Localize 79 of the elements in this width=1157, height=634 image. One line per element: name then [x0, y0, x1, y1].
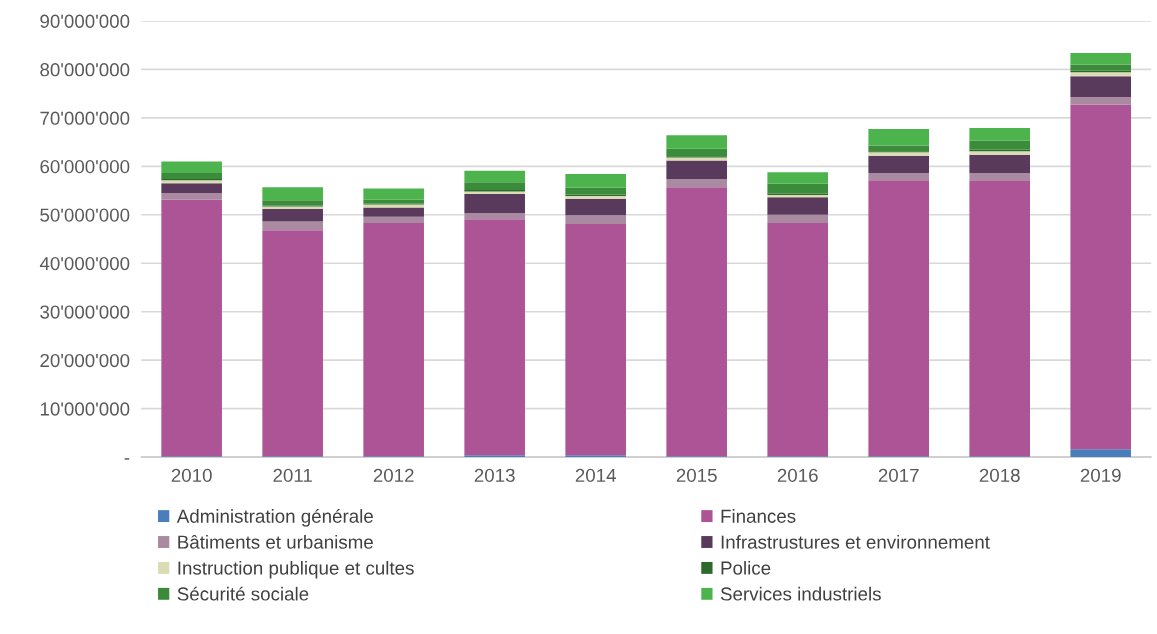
x-tick-label: 2014	[575, 468, 616, 482]
bar	[767, 172, 828, 184]
x-tick-label: 2010	[171, 468, 212, 482]
legend-label: Bâtiments et urbanisme	[178, 534, 373, 549]
bar	[666, 135, 727, 149]
y-tick-label: 70'000'000	[40, 111, 130, 125]
x-tick-label: 2016	[777, 468, 818, 482]
bar	[969, 154, 1031, 174]
bar	[161, 183, 222, 193]
bar	[868, 155, 929, 174]
x-tick-label: 2018	[979, 468, 1020, 482]
y-tick-label: 30'000'000	[40, 305, 130, 319]
bar	[161, 161, 222, 174]
legend-label: Police	[721, 560, 771, 575]
legend-label: Administration générale	[176, 508, 373, 527]
bar	[868, 145, 929, 152]
x-tick-label: 2015	[676, 468, 717, 482]
bar	[262, 187, 323, 201]
legend-label: Infrastrustures et environnement	[721, 535, 990, 549]
y-tick-label: 20'000'000	[40, 353, 130, 368]
bar	[262, 208, 323, 222]
bar	[767, 214, 828, 224]
legend-label: Services industriels	[720, 586, 881, 601]
bar	[363, 188, 424, 200]
bar	[464, 213, 525, 220]
bar	[161, 173, 222, 179]
bar	[363, 223, 424, 457]
bar	[262, 200, 323, 206]
bar	[1070, 97, 1132, 105]
bar	[363, 207, 424, 217]
bar	[1070, 72, 1132, 77]
y-tick-label: -	[124, 458, 130, 460]
bar	[969, 180, 1031, 457]
y-tick-label: 80'000'000	[40, 63, 130, 77]
legend-label: Finances	[721, 509, 796, 523]
x-tick-label: 2012	[373, 468, 414, 482]
bar	[464, 182, 525, 191]
bar	[1070, 76, 1132, 98]
bar	[1070, 449, 1132, 458]
bar	[868, 173, 929, 181]
x-tick-label: 2011	[273, 468, 312, 482]
x-tick-label: 2013	[474, 468, 515, 482]
bar	[363, 216, 424, 224]
bar	[262, 230, 323, 457]
y-tick-label: 60'000'000	[40, 160, 130, 174]
bar	[161, 199, 222, 457]
bar	[868, 129, 929, 146]
bar	[767, 183, 828, 194]
bar	[464, 193, 525, 214]
bar	[767, 223, 828, 457]
y-tick-label: 40'000'000	[39, 256, 130, 271]
bar	[464, 170, 525, 183]
bar	[969, 140, 1031, 150]
legend-label: Sécurité sociale	[177, 586, 309, 601]
bar	[363, 199, 424, 204]
bar	[969, 128, 1031, 141]
bar	[565, 174, 626, 188]
bar	[868, 180, 929, 457]
bar	[1070, 52, 1132, 65]
x-tick-label: 2017	[878, 468, 919, 482]
bar	[969, 173, 1031, 181]
bar	[565, 198, 626, 216]
y-tick-label: 90'000'000	[40, 14, 130, 28]
bar	[767, 197, 828, 215]
bar	[1070, 104, 1132, 450]
legend-label: Instruction publique et cultes	[178, 560, 414, 579]
bar	[666, 178, 727, 188]
bar	[262, 221, 323, 231]
bar	[1070, 64, 1132, 71]
bar	[666, 187, 727, 457]
x-tick-label: 2019	[1080, 468, 1121, 482]
bar	[565, 215, 626, 224]
bar	[666, 160, 727, 179]
bar	[666, 148, 727, 157]
bar	[464, 219, 525, 456]
y-tick-label: 10'000'000	[40, 402, 130, 416]
bar	[161, 192, 222, 200]
y-tick-label: 50'000'000	[40, 208, 130, 222]
bar	[565, 223, 626, 456]
